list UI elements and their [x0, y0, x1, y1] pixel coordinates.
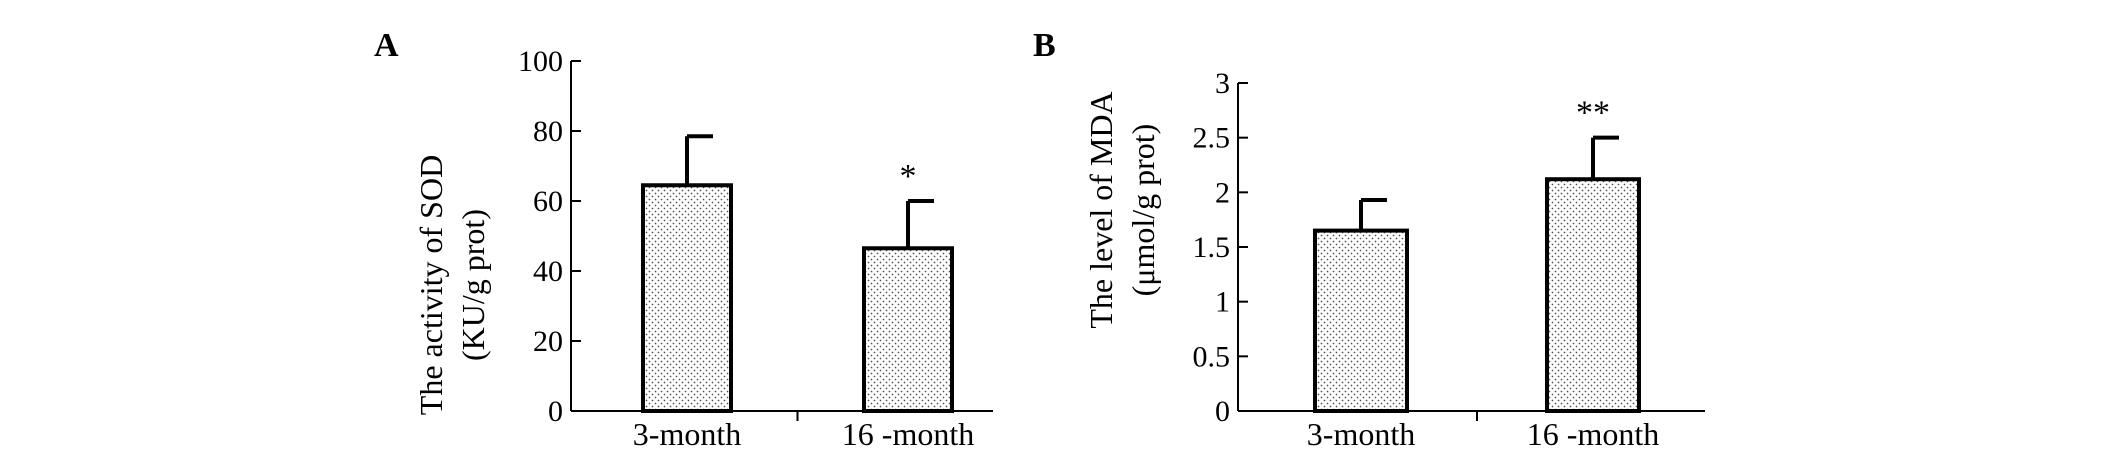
panel-b-y-tick-label: 0.5 [1193, 340, 1231, 373]
panel-a-y-tick-label: 40 [533, 255, 563, 288]
panel-a-y-tick-label: 20 [533, 325, 563, 358]
panel-a-y-tick-label: 80 [533, 115, 563, 148]
panel-a-y-tick-label: 60 [533, 185, 563, 218]
panel-a-ylabel: The activity of SOD (KU/g prot) [413, 155, 491, 415]
panel-a-ylabel-line2: (KU/g prot) [455, 209, 491, 361]
panel-a-bar [641, 183, 733, 413]
panel-b-bar [1313, 228, 1409, 413]
panel-a-category-label: 16 -month [842, 416, 974, 452]
panel-b-category-label: 3-month [1307, 416, 1415, 452]
panel-a-y-tick-label: 0 [548, 395, 563, 428]
panel-b-bar [1545, 177, 1641, 413]
panel-b-y-tick-label: 0 [1215, 395, 1230, 428]
panel-b-y-tick-label: 1 [1215, 286, 1230, 319]
panel-b-ylabel-line1: The level of MDA [1083, 91, 1119, 328]
panel-a-letter: A [374, 27, 399, 64]
panel-b: B The level of MDA (μmol/g prot) 0 0.5 1 1.… [1033, 27, 1705, 452]
panel-b-y-tick-label: 1.5 [1193, 231, 1231, 264]
panel-b-letter: B [1033, 27, 1056, 64]
panel-b-ylabel: The level of MDA (μmol/g prot) [1083, 91, 1161, 328]
panel-b-plot-area: 0 0.5 1 1.5 2 2.5 3 3-month ** 16 -month [1193, 67, 1705, 452]
panel-b-ylabel-line2: (μmol/g prot) [1125, 124, 1161, 297]
panel-a-y-tick-label: 100 [518, 45, 563, 78]
panel-a-significance-mark: * [900, 158, 917, 195]
panel-b-y-tick-label: 3 [1215, 67, 1230, 100]
panel-a-ylabel-line1: The activity of SOD [413, 155, 449, 415]
panel-a-plot-area: 0 20 40 60 80 100 3-month * 16 -month [518, 45, 993, 452]
panel-a-bar [862, 246, 954, 413]
panel-b-significance-mark: ** [1576, 95, 1610, 132]
panel-b-y-tick-label: 2 [1215, 176, 1230, 209]
panel-a-category-label: 3-month [633, 416, 741, 452]
panel-a: A The activity of SOD (KU/g prot) 0 20 40 6… [374, 27, 993, 452]
panel-b-y-tick-label: 2.5 [1193, 122, 1231, 155]
panel-b-category-label: 16 -month [1527, 416, 1659, 452]
